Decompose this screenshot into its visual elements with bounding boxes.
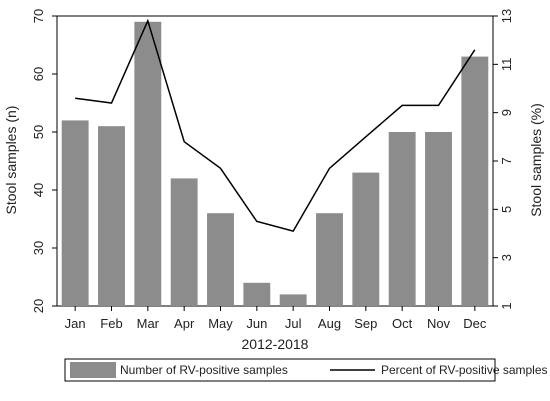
x-tick-label-jul: Jul [285,316,302,331]
bar-jun [243,282,271,306]
legend-label-bar: Number of RV-positive samples [120,363,288,377]
x-tick-label-aug: Aug [318,316,341,331]
left-axis: 20 30 40 50 60 70 [31,9,57,313]
bar-sep [352,172,380,306]
x-tick-label-jun: Jun [246,316,267,331]
right-tick-label-1: 1 [499,302,514,309]
left-tick-label-40: 40 [31,183,46,197]
y-axis-title-left: Stool samples (n) [3,106,19,215]
legend: Number of RV-positive samples Percent of… [64,358,548,382]
bar-oct [388,132,416,306]
legend-label-line: Percent of RV-positive samples [381,363,548,377]
right-tick-label-11: 11 [499,58,514,72]
right-tick-label-3: 3 [499,254,514,261]
line-layer [75,18,476,232]
y-axis-title-right: Stool samples (%) [528,103,544,217]
bar-jan [61,120,89,307]
left-tick-label-50: 50 [31,125,46,139]
bars-layer [61,21,489,307]
bar-jul [279,294,307,306]
x-tick-label-apr: Apr [174,316,195,331]
x-tick-label-mar: Mar [137,316,160,331]
x-axis-title: 2012-2018 [242,336,309,352]
left-tick-label-20: 20 [31,299,46,313]
x-tick-label-sep: Sep [354,316,377,331]
left-tick-label-60: 60 [31,67,46,81]
bar-aug [316,213,343,306]
bar-feb [98,126,125,306]
x-tick-label-may: May [208,316,233,331]
bar-may [207,213,234,306]
bar-dec [461,56,489,306]
x-axis: Jan Feb Mar Apr May Jun Jul Aug Sep Oct Nov Dec [65,306,487,331]
legend-swatch-bar [70,362,116,378]
bar-apr [170,178,198,306]
left-tick-label-30: 30 [31,241,46,255]
right-tick-label-7: 7 [499,157,514,164]
bar-nov [425,132,452,306]
bar-mar [134,21,162,307]
x-tick-label-oct: Oct [392,316,413,331]
left-tick-label-70: 70 [31,9,46,23]
x-tick-label-dec: Dec [463,316,487,331]
x-tick-label-jan: Jan [65,316,86,331]
right-tick-label-13: 13 [499,9,514,23]
percent-line [75,18,476,232]
x-tick-label-nov: Nov [427,316,451,331]
right-tick-label-5: 5 [499,206,514,213]
right-tick-label-9: 9 [499,109,514,116]
x-tick-label-feb: Feb [100,316,122,331]
legend-box [64,358,496,382]
